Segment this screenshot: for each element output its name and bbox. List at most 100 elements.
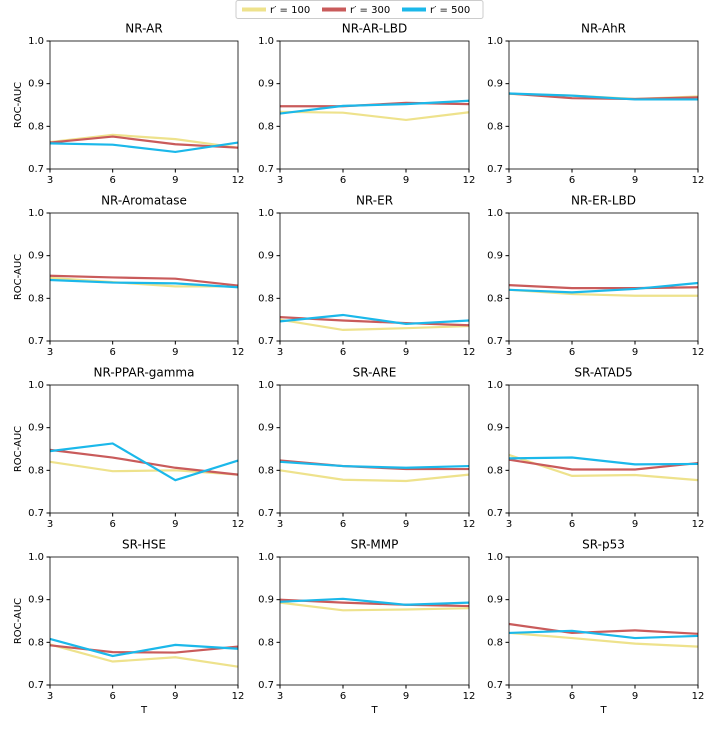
x-tick-label: 9 — [632, 691, 638, 702]
x-tick-label: 6 — [109, 519, 115, 530]
chart-title: SR-MMP — [351, 538, 399, 552]
data-line — [279, 601, 470, 612]
y-tick-label: 1.0 — [28, 380, 44, 391]
y-tick-label: 0.7 — [487, 680, 503, 691]
x-tick-label: 9 — [403, 175, 409, 186]
x-tick-label: 3 — [506, 347, 512, 358]
y-tick-label: 1.0 — [258, 208, 274, 219]
x-tick-label: 12 — [463, 519, 476, 530]
y-tick-label: 0.9 — [258, 79, 274, 90]
data-line — [508, 622, 699, 635]
x-tick-label: 3 — [47, 519, 53, 530]
data-line — [49, 278, 239, 289]
x-tick-label: 12 — [232, 519, 245, 530]
x-axis-label: T — [140, 705, 148, 716]
y-tick-label: 0.9 — [28, 251, 44, 262]
y-tick-label: 1.0 — [487, 36, 503, 47]
y-tick-label: 1.0 — [487, 380, 503, 391]
chart-title: NR-ER-LBD — [571, 194, 636, 208]
y-tick-label: 0.9 — [258, 595, 274, 606]
y-tick-label: 1.0 — [28, 208, 44, 219]
y-tick-label: 0.9 — [487, 251, 503, 262]
y-axis-label: ROC-AUC — [13, 254, 24, 300]
y-tick-label: 1.0 — [487, 208, 503, 219]
y-tick-label: 0.8 — [28, 121, 44, 132]
chart-title: SR-p53 — [582, 538, 625, 552]
data-line — [279, 318, 470, 332]
y-tick-label: 0.8 — [258, 637, 274, 648]
data-line — [49, 135, 239, 149]
x-tick-label: 6 — [340, 519, 346, 530]
x-tick-label: 12 — [692, 691, 705, 702]
plot-frame — [508, 40, 699, 170]
x-tick-label: 12 — [692, 175, 705, 186]
data-line — [49, 141, 239, 154]
x-tick-label: 12 — [463, 347, 476, 358]
y-tick-label: 1.0 — [487, 552, 503, 563]
plot-frame — [279, 384, 470, 514]
y-tick-label: 0.8 — [28, 465, 44, 476]
y-tick-label: 0.9 — [487, 79, 503, 90]
y-tick-label: 0.9 — [28, 423, 44, 434]
x-tick-label: 12 — [692, 347, 705, 358]
y-tick-label: 0.7 — [258, 508, 274, 519]
y-axis-label: ROC-AUC — [13, 82, 24, 128]
y-tick-label: 0.7 — [258, 680, 274, 691]
data-line — [49, 460, 239, 476]
y-tick-label: 1.0 — [28, 552, 44, 563]
x-tick-label: 9 — [403, 347, 409, 358]
legend-label: r′ = 300 — [350, 5, 390, 16]
plot-frame — [49, 40, 239, 170]
x-tick-label: 9 — [172, 691, 178, 702]
x-tick-label: 3 — [47, 347, 53, 358]
x-axis-label: T — [370, 705, 378, 716]
y-tick-label: 0.8 — [28, 293, 44, 304]
plot-frame — [279, 556, 470, 686]
y-tick-label: 1.0 — [28, 36, 44, 47]
data-line — [279, 110, 470, 122]
x-tick-label: 12 — [232, 347, 245, 358]
y-tick-label: 0.9 — [28, 595, 44, 606]
data-line — [49, 637, 239, 658]
y-tick-label: 0.7 — [28, 680, 44, 691]
x-tick-label: 3 — [277, 347, 283, 358]
x-tick-label: 9 — [403, 691, 409, 702]
legend-label: r′ = 100 — [270, 5, 310, 16]
plot-frame — [49, 212, 239, 342]
y-tick-label: 0.7 — [28, 508, 44, 519]
x-tick-label: 12 — [463, 691, 476, 702]
x-tick-label: 6 — [109, 347, 115, 358]
data-line — [49, 442, 239, 482]
legend-box — [235, 0, 484, 19]
y-tick-label: 1.0 — [258, 552, 274, 563]
chart-title: NR-AR-LBD — [342, 22, 407, 36]
x-tick-label: 6 — [569, 691, 575, 702]
x-tick-label: 3 — [277, 175, 283, 186]
y-tick-label: 1.0 — [258, 380, 274, 391]
x-tick-label: 3 — [506, 519, 512, 530]
y-tick-label: 0.8 — [258, 293, 274, 304]
y-axis-label: ROC-AUC — [13, 426, 24, 472]
data-line — [279, 313, 470, 326]
y-tick-label: 0.9 — [487, 595, 503, 606]
plot-frame — [279, 212, 470, 342]
plot-frame — [508, 384, 699, 514]
y-tick-label: 0.7 — [28, 336, 44, 347]
y-tick-label: 0.7 — [487, 336, 503, 347]
x-tick-label: 12 — [463, 175, 476, 186]
y-tick-label: 0.9 — [28, 79, 44, 90]
plot-frame — [49, 556, 239, 686]
x-tick-label: 6 — [340, 691, 346, 702]
data-line — [279, 469, 470, 483]
data-line — [508, 456, 699, 466]
x-tick-label: 3 — [47, 691, 53, 702]
data-line — [49, 644, 239, 654]
x-tick-label: 3 — [47, 175, 53, 186]
data-line — [508, 284, 699, 290]
y-axis-label: ROC-AUC — [13, 598, 24, 644]
y-tick-label: 0.7 — [487, 164, 503, 175]
x-tick-label: 6 — [569, 175, 575, 186]
plot-frame — [279, 40, 470, 170]
plot-frame — [49, 384, 239, 514]
